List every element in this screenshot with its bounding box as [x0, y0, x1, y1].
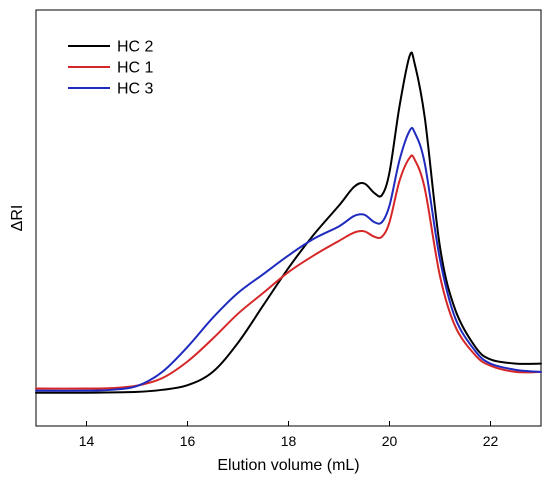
x-tick-label: 14 [79, 433, 95, 449]
plot-area [35, 9, 542, 427]
y-axis-title: ΔRI [9, 205, 26, 232]
series-line-hc-2 [35, 51, 542, 394]
series-line-hc-1 [35, 154, 542, 390]
x-axis-title: Elution volume (mL) [217, 457, 359, 474]
axis-layer: 14 16 18 20 22 Elution volume (mL) ΔRI [9, 205, 498, 474]
legend-label: HC 1 [117, 60, 154, 77]
series-line-hc-3 [35, 126, 542, 392]
x-tick-label: 22 [483, 433, 499, 449]
x-tick-label: 20 [382, 433, 398, 449]
series-layer [35, 51, 542, 394]
legend-label: HC 2 [117, 39, 154, 56]
legend: HC 2 HC 1 HC 3 [68, 39, 154, 98]
plot-frame [35, 9, 542, 427]
x-tick-label: 18 [281, 433, 297, 449]
legend-label: HC 3 [117, 81, 154, 98]
x-tick-label: 16 [180, 433, 196, 449]
